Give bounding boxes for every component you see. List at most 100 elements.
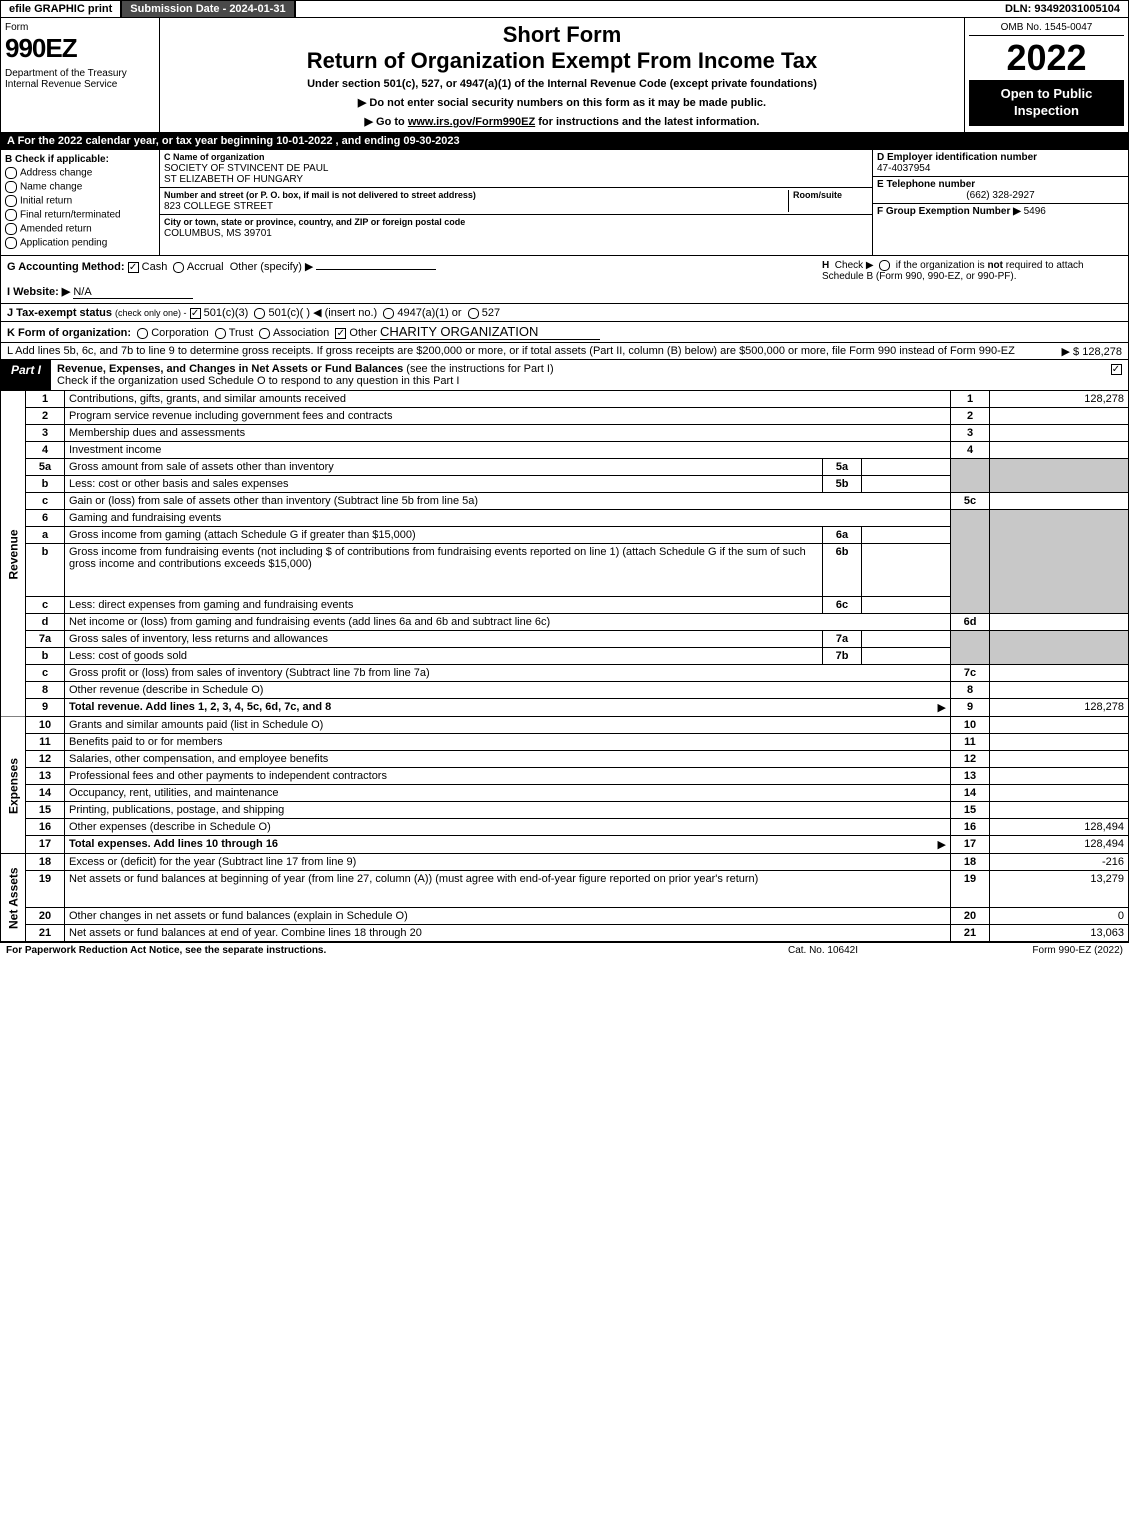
other-method[interactable] [316,269,436,270]
part1-header: Part I Revenue, Expenses, and Changes in… [0,360,1129,391]
val-2 [990,408,1129,425]
val-13 [990,768,1129,785]
val-6d [990,614,1129,631]
goto-post: for instructions and the latest informat… [535,116,759,128]
row-j: J Tax-exempt status (check only one) - 5… [0,304,1129,322]
chk-h[interactable] [879,260,890,271]
col-def: D Employer identification number 47-4037… [873,150,1128,255]
org-name-1: SOCIETY OF STVINCENT DE PAUL [164,163,328,174]
val-7b [862,648,951,665]
footer-paperwork: For Paperwork Reduction Act Notice, see … [6,945,723,956]
val-7c [990,665,1129,682]
chk-501c3[interactable] [190,308,201,319]
chk-final[interactable]: Final return/terminated [5,209,155,221]
ssn-note: ▶ Do not enter social security numbers o… [164,96,960,109]
page-footer: For Paperwork Reduction Act Notice, see … [0,942,1129,958]
k-label: K Form of organization: [7,327,131,339]
chk-trust[interactable] [215,328,226,339]
chk-amended[interactable]: Amended return [5,223,155,235]
phone-block: E Telephone number (662) 328-2927 [873,177,1128,204]
addr-block: Number and street (or P. O. box, if mail… [160,188,872,215]
line-5c: cGain or (loss) from sale of assets othe… [1,493,1129,510]
form-number: 990EZ [5,33,155,64]
footer-form: Form 990-EZ (2022) [923,945,1123,956]
line-13: 13Professional fees and other payments t… [1,768,1129,785]
row-gh: G Accounting Method: Cash Accrual Other … [0,256,1129,304]
row-k: K Form of organization: Corporation Trus… [0,322,1129,343]
phone-value: (662) 328-2927 [877,190,1124,201]
line-3: 3Membership dues and assessments3 [1,425,1129,442]
chk-527[interactable] [468,308,479,319]
val-12 [990,751,1129,768]
val-6c [862,597,951,614]
form-subtitle: Under section 501(c), 527, or 4947(a)(1)… [164,78,960,90]
val-6a [862,527,951,544]
val-5c [990,493,1129,510]
g-label: G Accounting Method: [7,261,125,273]
val-10 [990,717,1129,734]
val-14 [990,785,1129,802]
expenses-label: Expenses [1,717,26,854]
val-1: 128,278 [990,391,1129,408]
tax-year: 2022 [969,40,1124,76]
efile-print[interactable]: efile GRAPHIC print [1,1,120,17]
part1-checkbox[interactable] [1104,360,1128,390]
dln: DLN: 93492031005104 [997,1,1128,17]
line-18: Net Assets 18Excess or (deficit) for the… [1,854,1129,871]
group-exempt: F Group Exemption Number ▶ 5496 [873,204,1128,219]
goto-pre: ▶ Go to [365,116,408,128]
col-c-org: C Name of organization SOCIETY OF STVINC… [160,150,873,255]
footer-catno: Cat. No. 10642I [723,945,923,956]
form-header: Form 990EZ Department of the Treasury In… [0,18,1129,133]
lines-table: Revenue 1Contributions, gifts, grants, a… [0,391,1129,942]
chk-assoc[interactable] [259,328,270,339]
line-5a: 5aGross amount from sale of assets other… [1,459,1129,476]
val-4 [990,442,1129,459]
chk-accrual[interactable] [173,262,184,273]
city-state: COLUMBUS, MS 39701 [164,228,272,239]
l-amount: 128,278 [1082,346,1122,358]
dept-treasury: Department of the Treasury Internal Reve… [5,68,155,90]
line-10: Expenses 10Grants and similar amounts pa… [1,717,1129,734]
chk-pending[interactable]: Application pending [5,237,155,249]
website-value: N/A [73,286,193,299]
chk-4947[interactable] [383,308,394,319]
chk-name[interactable]: Name change [5,181,155,193]
ein-block: D Employer identification number 47-4037… [873,150,1128,177]
block-bcdef: B Check if applicable: Address change Na… [0,150,1129,256]
chk-501c[interactable] [254,308,265,319]
val-3 [990,425,1129,442]
line-14: 14Occupancy, rent, utilities, and mainte… [1,785,1129,802]
line-15: 15Printing, publications, postage, and s… [1,802,1129,819]
val-5b [862,476,951,493]
omb-number: OMB No. 1545-0047 [969,22,1124,36]
line-21: 21Net assets or fund balances at end of … [1,925,1129,942]
chk-other-org[interactable] [335,328,346,339]
val-8 [990,682,1129,699]
ein-value: 47-4037954 [877,163,1124,174]
val-19: 13,279 [990,871,1129,908]
line-17: 17Total expenses. Add lines 10 through 1… [1,836,1129,854]
header-center: Short Form Return of Organization Exempt… [160,18,965,132]
short-form: Short Form [164,22,960,48]
chk-address[interactable]: Address change [5,167,155,179]
line-7a: 7aGross sales of inventory, less returns… [1,631,1129,648]
j-label: J Tax-exempt status [7,307,112,319]
irs-link[interactable]: www.irs.gov/Form990EZ [408,116,535,128]
line-19: 19Net assets or fund balances at beginni… [1,871,1129,908]
city-block: City or town, state or province, country… [160,215,872,241]
row-l: L Add lines 5b, 6c, and 7b to line 9 to … [0,343,1129,360]
group-number: 5496 [1024,206,1046,217]
val-7a [862,631,951,648]
col-b-check: B Check if applicable: Address change Na… [1,150,160,255]
line-9: 9Total revenue. Add lines 1, 2, 3, 4, 5c… [1,699,1129,717]
val-9: 128,278 [990,699,1129,717]
netassets-label: Net Assets [1,854,26,942]
chk-cash[interactable] [128,262,139,273]
top-bar: efile GRAPHIC print Submission Date - 20… [0,0,1129,18]
chk-initial[interactable]: Initial return [5,195,155,207]
chk-corp[interactable] [137,328,148,339]
line-11: 11Benefits paid to or for members11 [1,734,1129,751]
row-a-tax-year: A For the 2022 calendar year, or tax yea… [0,133,1129,150]
val-5a [862,459,951,476]
